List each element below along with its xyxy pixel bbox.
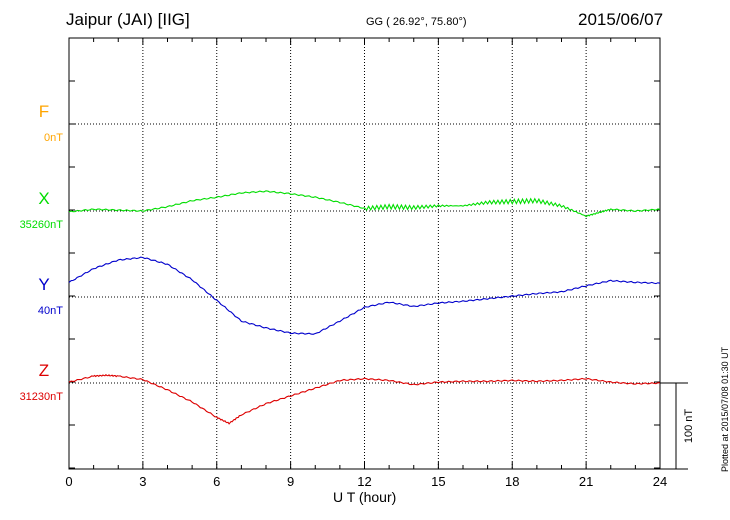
component-name-z: Z xyxy=(39,361,49,380)
x-tick-label: 18 xyxy=(505,474,519,489)
component-baseline-z: 31230nT xyxy=(20,391,64,403)
component-labels: F 0nT X 35260nT Y 40nT Z 31230nT xyxy=(20,102,64,403)
x-tick-label: 6 xyxy=(213,474,220,489)
x-tick-label: 15 xyxy=(431,474,445,489)
component-baseline-x: 35260nT xyxy=(20,219,64,231)
scale-bar: 100 nT xyxy=(660,382,695,470)
x-axis-label: U T (hour) xyxy=(333,489,397,505)
series-line-y xyxy=(68,256,661,335)
series-line-x xyxy=(68,190,661,218)
scale-bar-label: 100 nT xyxy=(683,409,695,444)
component-name-f: F xyxy=(39,102,49,121)
x-tick-label: 21 xyxy=(579,474,593,489)
x-tick-label: 24 xyxy=(653,474,667,489)
component-name-y: Y xyxy=(38,275,49,294)
component-baseline-y: 40nT xyxy=(38,305,63,317)
geographic-coords: GG ( 26.92°, 75.80°) xyxy=(366,16,467,28)
x-axis: 0 3 6 9 12 15 18 21 24 xyxy=(65,38,667,489)
station-title: Jaipur (JAI) [IIG] xyxy=(66,10,190,29)
component-baseline-f: 0nT xyxy=(44,132,63,144)
series xyxy=(68,190,661,425)
x-tick-label: 12 xyxy=(357,474,371,489)
x-tick-label: 0 xyxy=(65,474,72,489)
plot-date: 2015/06/07 xyxy=(578,10,664,29)
x-tick-label: 3 xyxy=(139,474,146,489)
series-line-z xyxy=(68,373,661,425)
x-tick-label: 9 xyxy=(287,474,294,489)
component-name-x: X xyxy=(38,189,49,208)
grid xyxy=(69,38,660,469)
